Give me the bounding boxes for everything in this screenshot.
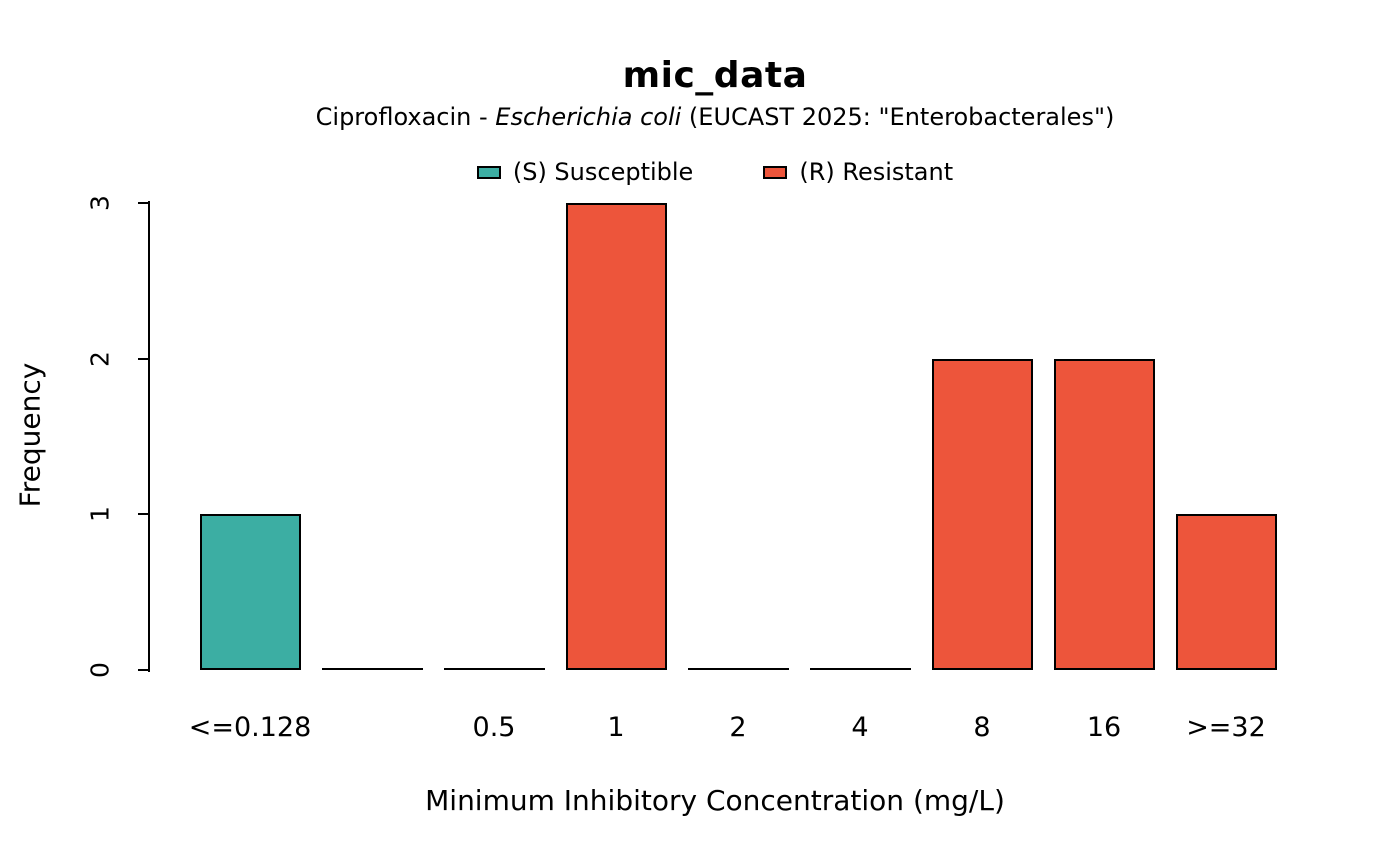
- x-tick-label: 4: [851, 712, 869, 743]
- legend-swatch-resistant: [763, 165, 788, 179]
- x-tick-label: 8: [973, 712, 991, 743]
- chart-legend: (S) Susceptible (R) Resistant: [150, 158, 1280, 186]
- legend-label-resistant: (R) Resistant: [799, 158, 954, 186]
- x-tick-label: 16: [1086, 712, 1122, 743]
- y-tick-label: 1: [85, 506, 115, 523]
- bar-0.128: [199, 514, 301, 670]
- bar-1: [565, 203, 667, 670]
- y-tick-label: 3: [85, 195, 115, 211]
- bar-0.5: [443, 668, 545, 670]
- y-tick-label: 0: [85, 662, 115, 678]
- legend-item-resistant: (R) Resistant: [763, 158, 953, 186]
- x-axis-label: Minimum Inhibitory Concentration (mg/L): [425, 784, 1005, 817]
- bar-8: [931, 358, 1033, 670]
- x-tick-label: >=32: [1186, 712, 1266, 743]
- legend-item-susceptible: (S) Susceptible: [476, 158, 694, 186]
- y-tick-mark: [138, 202, 148, 204]
- x-tick-label: 2: [729, 712, 747, 743]
- chart-subtitle: Ciprofloxacin - Escherichia coli (EUCAST…: [80, 103, 1350, 131]
- bar-16: [1053, 358, 1155, 670]
- bar-hidden-1: [321, 668, 423, 670]
- subtitle-antibiotic: Ciprofloxacin -: [315, 103, 496, 131]
- legend-label-susceptible: (S) Susceptible: [512, 158, 694, 186]
- chart-title: mic_data: [622, 55, 808, 96]
- x-tick-label: 1: [607, 712, 625, 743]
- bar-4: [809, 668, 911, 670]
- y-tick-mark: [138, 669, 148, 671]
- subtitle-organism: Escherichia coli: [495, 103, 682, 131]
- x-tick-label: 0.5: [472, 712, 516, 743]
- bar-32: [1175, 514, 1277, 670]
- y-tick-mark: [138, 357, 148, 360]
- x-tick-label: <=0.128: [188, 712, 312, 743]
- bar-2: [687, 668, 789, 670]
- y-tick-label: 2: [85, 350, 115, 367]
- y-tick-mark: [138, 513, 148, 516]
- y-axis-line: [148, 201, 150, 672]
- legend-swatch-susceptible: [476, 165, 501, 179]
- subtitle-guideline: (EUCAST 2025: "Enterobacterales"): [681, 103, 1115, 131]
- y-axis-label: Frequency: [13, 362, 47, 508]
